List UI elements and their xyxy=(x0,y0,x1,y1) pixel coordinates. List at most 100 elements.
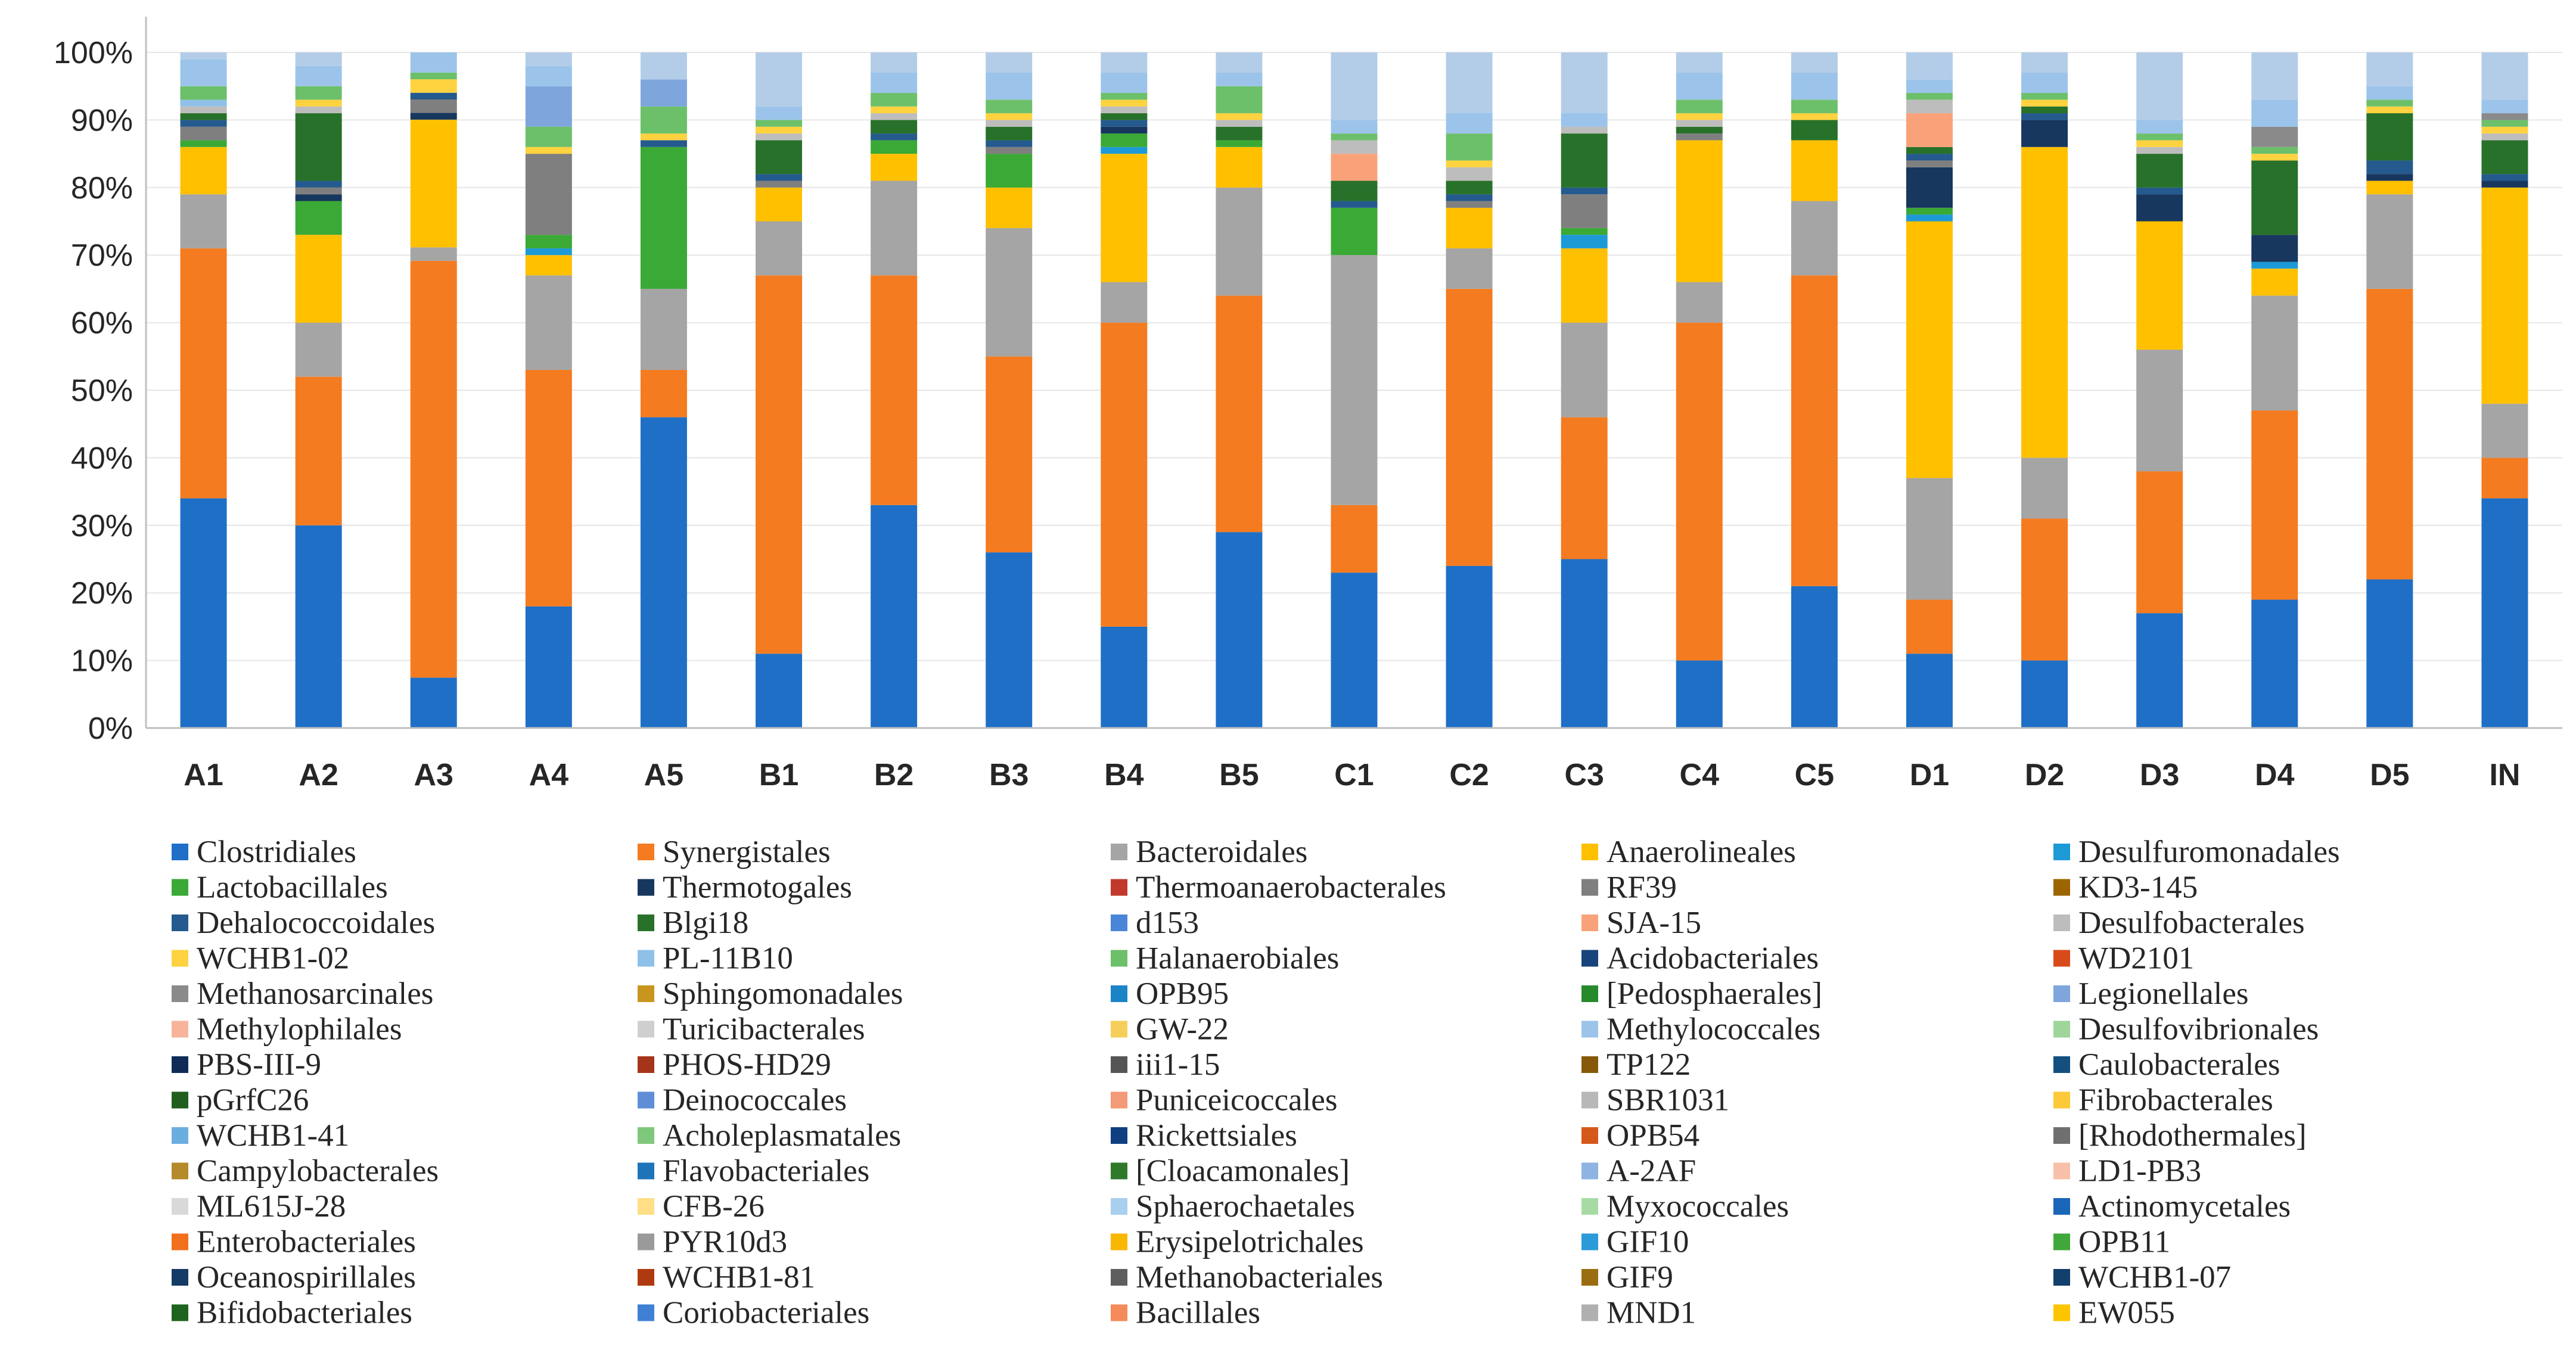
legend-swatch xyxy=(172,950,188,967)
legend-label: PL-11B10 xyxy=(663,941,793,976)
legend-item: WCHB1-81 xyxy=(638,1260,815,1295)
bar-segment xyxy=(2136,147,2183,154)
bar-segment xyxy=(1906,93,1953,100)
bar-segment xyxy=(2021,73,2068,94)
legend-item: WD2101 xyxy=(2053,941,2194,976)
bar-segment xyxy=(1101,120,1148,127)
legend: Clostridiales Synergistales Bacteroidales A… xyxy=(172,835,2340,1330)
bar-segment xyxy=(2366,579,2413,728)
bar-segment xyxy=(756,140,803,175)
bar-segment xyxy=(2021,113,2068,120)
legend-item: [Rhodothermales] xyxy=(2053,1118,2307,1153)
bar-segment xyxy=(1331,573,1378,728)
bar-stack-d4 xyxy=(2251,52,2298,728)
bar-segment xyxy=(1216,120,1263,127)
bar-segment xyxy=(1331,207,1378,256)
bar-segment xyxy=(2481,498,2528,728)
legend-label: Fibrobacterales xyxy=(2078,1083,2273,1118)
x-tick-label: A2 xyxy=(299,758,338,792)
legend-swatch xyxy=(1111,1127,1127,1144)
legend-item: Acidobacteriales xyxy=(1581,941,1819,976)
legend-label: Anaerolineales xyxy=(1606,835,1796,869)
legend-label: Methanosarcinales xyxy=(197,976,433,1011)
bar-segment-other xyxy=(1446,52,1493,114)
bar-segment xyxy=(180,147,227,195)
x-tick-label: A4 xyxy=(529,758,569,792)
legend-label: Rickettsiales xyxy=(1136,1118,1297,1153)
legend-swatch xyxy=(1111,1091,1127,1109)
bar-segment xyxy=(525,369,572,606)
bar-segment xyxy=(871,154,918,181)
bar-segment xyxy=(2481,120,2528,127)
bar-segment xyxy=(2251,268,2298,296)
legend-item: Methylophilales xyxy=(172,1012,402,1047)
bar-segment xyxy=(1331,133,1378,141)
legend-swatch xyxy=(638,950,654,967)
legend-item: Flavobacteriales xyxy=(638,1154,869,1189)
legend-swatch xyxy=(1581,879,1598,896)
bar-segment xyxy=(1676,73,1723,100)
bar-segment xyxy=(525,66,572,86)
bar-segment xyxy=(2251,160,2298,235)
bar-segment xyxy=(180,126,227,141)
bar-segment xyxy=(410,72,457,80)
x-tick-label: D5 xyxy=(2370,758,2409,792)
legend-item: iii1-15 xyxy=(1111,1047,1220,1082)
legend-swatch xyxy=(2053,914,2070,931)
bar-segment xyxy=(1676,140,1723,282)
bar-segment xyxy=(2366,160,2413,175)
bar-stack-in xyxy=(2481,52,2528,728)
legend-swatch xyxy=(2053,1198,2070,1215)
bar-stack-a1 xyxy=(180,52,227,728)
legend-swatch xyxy=(638,914,654,931)
legend-item: WCHB1-07 xyxy=(2053,1260,2231,1295)
legend-item: Campylobacterales xyxy=(172,1154,439,1189)
bar-segment xyxy=(1101,113,1148,120)
bar-segment-other xyxy=(1101,52,1148,73)
bar-segment xyxy=(525,275,572,370)
legend-swatch xyxy=(172,1304,188,1321)
x-tick-label: A5 xyxy=(644,758,683,792)
bar-segment xyxy=(1561,322,1608,418)
legend-swatch xyxy=(638,879,654,896)
bar-segment xyxy=(1446,565,1493,728)
bar-segment xyxy=(1906,654,1953,728)
bar-segment xyxy=(525,606,572,728)
legend-label: Oceanospirillales xyxy=(197,1260,416,1295)
legend-item: Lactobacillales xyxy=(172,870,388,905)
bar-segment xyxy=(756,187,803,222)
x-tick-label: D1 xyxy=(1910,758,1949,792)
legend-item: Legionellales xyxy=(2053,976,2249,1011)
bar-segment xyxy=(295,322,342,377)
legend-item: Anaerolineales xyxy=(1581,835,1796,869)
legend-item: Synergistales xyxy=(638,835,831,869)
bar-stack-a4 xyxy=(525,52,572,728)
legend-swatch xyxy=(638,844,654,860)
legend-swatch xyxy=(172,1056,188,1073)
bar-stack-a5 xyxy=(640,52,687,728)
bar-segment-other xyxy=(1331,52,1378,120)
legend-swatch xyxy=(172,1091,188,1109)
legend-label: WCHB1-81 xyxy=(663,1260,815,1295)
bar-segment xyxy=(2136,140,2183,147)
bar-segment xyxy=(295,201,342,235)
bar-segment xyxy=(1446,207,1493,248)
bar-segment xyxy=(2251,99,2298,127)
bar-segment xyxy=(986,356,1033,553)
bar-segment xyxy=(1906,147,1953,154)
bar-segment xyxy=(1101,133,1148,147)
bar-segment xyxy=(295,187,342,195)
bar-segment xyxy=(640,133,687,141)
legend-item: Bacillales xyxy=(1111,1296,1260,1330)
bar-segment xyxy=(640,79,687,107)
bar-segment xyxy=(1446,194,1493,201)
bar-segment xyxy=(295,113,342,181)
legend-label: OPB54 xyxy=(1606,1118,1699,1153)
legend-swatch xyxy=(1111,1269,1127,1286)
legend-swatch xyxy=(638,1198,654,1215)
legend-item: Halanaerobiales xyxy=(1111,941,1339,976)
bar-segment xyxy=(2251,154,2298,161)
bar-segment xyxy=(871,133,918,141)
bar-segment xyxy=(1561,133,1608,188)
bar-segment xyxy=(1331,201,1378,208)
